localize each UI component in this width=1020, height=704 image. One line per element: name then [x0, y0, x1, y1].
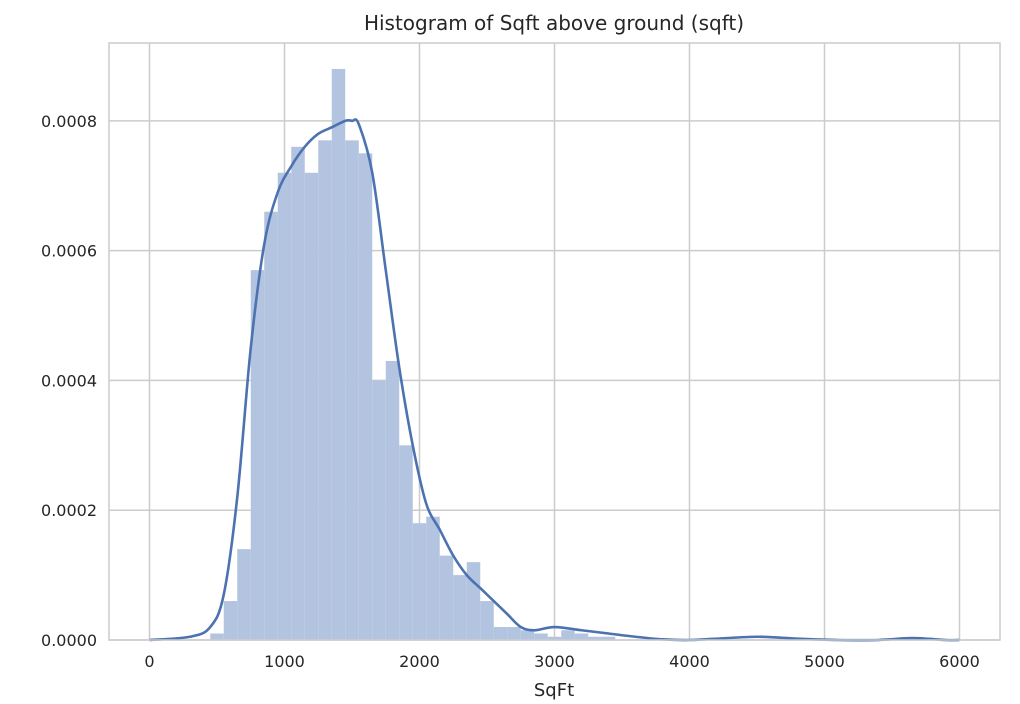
x-tick-label: 0	[144, 652, 154, 671]
chart-title: Histogram of Sqft above ground (sqft)	[364, 11, 744, 35]
y-tick-labels: 0.0000 0.0002 0.0004 0.0006 0.0008	[41, 112, 97, 650]
kde-curve-group	[149, 118, 960, 642]
histogram-bar	[480, 601, 494, 640]
y-tick-label: 0.0002	[41, 501, 97, 520]
histogram-bar	[223, 601, 238, 640]
histogram-bar	[534, 633, 548, 640]
histogram-bar	[304, 172, 319, 641]
histogram-bar	[561, 630, 575, 640]
histogram-bar	[547, 636, 562, 640]
histogram-bar	[250, 270, 265, 640]
x-axis-label: SqFt	[534, 680, 574, 701]
histogram-bar	[439, 555, 454, 640]
histogram-bar	[345, 140, 359, 640]
histogram-bar	[358, 153, 373, 640]
histogram-bar	[331, 68, 346, 640]
kde-curve	[149, 118, 960, 642]
grid	[109, 43, 1000, 641]
x-tick-label: 5000	[804, 652, 845, 671]
plot-frame	[108, 42, 1001, 641]
histogram-bar	[453, 575, 467, 640]
histogram-bars	[210, 68, 616, 641]
x-tick-label: 3000	[534, 652, 575, 671]
histogram-bar	[520, 630, 535, 640]
histogram-bar	[385, 360, 400, 640]
histogram-bar	[372, 380, 386, 640]
y-tick-label: 0.0004	[41, 371, 97, 390]
histogram-bar	[291, 146, 305, 640]
x-tick-labels: 0 1000 2000 3000 4000 5000 6000	[144, 652, 979, 671]
histogram-bar	[466, 562, 481, 640]
x-tick-label: 4000	[669, 652, 710, 671]
histogram-bar	[493, 627, 508, 640]
histogram-bar	[399, 445, 413, 640]
histogram-bar	[210, 633, 224, 640]
histogram-bar	[574, 633, 589, 640]
histogram-bar	[277, 172, 292, 641]
y-tick-label: 0.0008	[41, 112, 97, 131]
histogram-bar	[412, 523, 427, 640]
x-tick-label: 1000	[264, 652, 305, 671]
x-tick-label: 6000	[939, 652, 980, 671]
histogram-bar	[318, 140, 332, 640]
histogram-bar	[237, 549, 251, 640]
y-tick-label: 0.0006	[41, 242, 97, 261]
histogram-bar	[507, 627, 521, 640]
histogram-bar	[588, 636, 602, 640]
histogram-bar	[264, 211, 278, 640]
histogram-bar	[601, 636, 616, 640]
y-tick-label: 0.0000	[41, 631, 97, 650]
x-tick-label: 2000	[399, 652, 440, 671]
histogram-bar	[426, 516, 440, 640]
